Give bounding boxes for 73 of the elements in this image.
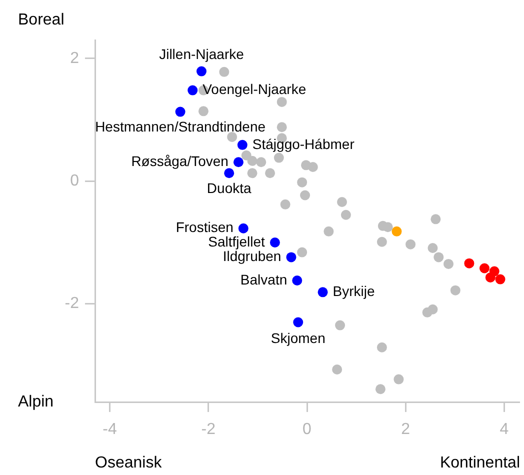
point — [337, 196, 348, 207]
point — [238, 223, 248, 234]
annotation: Voengel-Njaarke — [202, 81, 306, 98]
point — [318, 287, 328, 298]
point — [450, 285, 460, 296]
annotation: Jillen-Njaarke — [159, 46, 244, 62]
point — [406, 239, 416, 250]
point — [335, 320, 346, 330]
annotation: Skjomen — [270, 330, 326, 346]
point — [297, 177, 308, 188]
point — [485, 272, 496, 282]
annotation: Saltfjellet — [208, 233, 266, 250]
text: Alpin — [18, 393, 54, 410]
point — [265, 168, 276, 178]
x-tick-label: 2 — [401, 421, 410, 438]
point — [479, 263, 490, 274]
point — [276, 96, 287, 107]
point — [237, 140, 248, 150]
point — [286, 252, 296, 262]
point — [444, 258, 454, 269]
point — [256, 157, 266, 168]
annotation: Stájggo-Hábmer — [252, 136, 355, 152]
point — [300, 190, 310, 200]
point — [332, 364, 342, 374]
annotation: Ildgruben — [222, 248, 282, 264]
point — [270, 237, 280, 248]
point — [464, 258, 474, 268]
annotation: Duokta — [206, 180, 252, 196]
point — [276, 122, 287, 132]
point — [247, 168, 258, 178]
point — [196, 66, 206, 76]
point — [340, 210, 351, 220]
point — [280, 199, 290, 210]
point — [219, 66, 230, 77]
point — [376, 236, 387, 247]
text: Kontinental — [440, 454, 520, 472]
y-tick-label: -2 — [64, 295, 80, 312]
point — [274, 152, 284, 163]
point — [188, 85, 198, 96]
x-tick-label: 0 — [302, 421, 312, 438]
point — [324, 226, 334, 236]
point — [233, 157, 244, 168]
point — [227, 132, 238, 142]
point — [376, 342, 387, 352]
annotation: Røssåga/Toven — [131, 152, 228, 169]
point — [375, 384, 386, 394]
point — [175, 106, 186, 117]
point — [247, 156, 258, 166]
point — [434, 252, 444, 262]
annotation: Balvatn — [240, 271, 288, 288]
point — [297, 247, 308, 258]
point — [422, 307, 432, 318]
text: Boreal — [18, 11, 64, 28]
point — [394, 374, 404, 384]
point — [198, 106, 208, 116]
y-tick-label: 2 — [70, 50, 80, 67]
point — [293, 317, 304, 328]
point — [428, 242, 438, 253]
point — [392, 226, 402, 236]
point — [292, 276, 302, 286]
x-tick-label: -4 — [102, 421, 117, 438]
point — [495, 274, 506, 284]
point — [382, 222, 393, 232]
annotation: Frostisen — [176, 219, 234, 236]
point — [308, 162, 318, 172]
y-tick-label: 0 — [70, 172, 80, 190]
x-tick-label: -2 — [201, 421, 216, 438]
annotation: Byrkije — [332, 283, 375, 300]
point — [224, 168, 234, 178]
text: Oseanisk — [95, 454, 163, 472]
point — [430, 214, 441, 224]
annotation: Hestmannen/Strandtindene — [95, 118, 266, 135]
x-tick-label: 4 — [500, 421, 509, 438]
